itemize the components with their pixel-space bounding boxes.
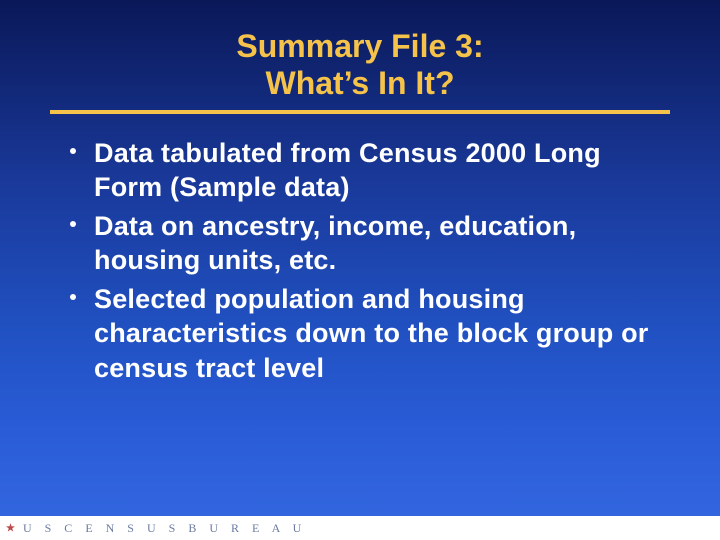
- list-item: Data tabulated from Census 2000 Long For…: [70, 136, 670, 205]
- slide: Summary File 3: What’s In It? Data tabul…: [0, 0, 720, 540]
- bullet-text: Data tabulated from Census 2000 Long For…: [94, 138, 601, 203]
- list-item: Data on ancestry, income, education, hou…: [70, 209, 670, 278]
- bullet-text: Data on ancestry, income, education, hou…: [94, 211, 576, 276]
- title-line-1: Summary File 3:: [50, 28, 670, 65]
- bullet-icon: [70, 294, 76, 300]
- bullet-icon: [70, 148, 76, 154]
- footer-text: U S C E N S U S B U R E A U: [23, 521, 306, 536]
- bullet-text: Selected population and housing characte…: [94, 284, 649, 383]
- star-icon: ★: [6, 523, 15, 534]
- bullet-icon: [70, 221, 76, 227]
- list-item: Selected population and housing characte…: [70, 282, 670, 386]
- title-line-2: What’s In It?: [50, 65, 670, 102]
- bullet-list: Data tabulated from Census 2000 Long For…: [50, 136, 670, 386]
- footer-logo: ★ U S C E N S U S B U R E A U: [0, 516, 720, 540]
- title-block: Summary File 3: What’s In It?: [50, 28, 670, 114]
